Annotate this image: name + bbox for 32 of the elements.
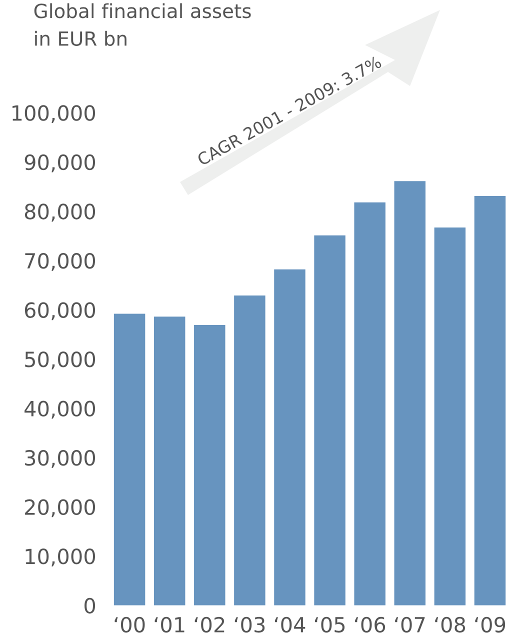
y-tick-label: 100,000 bbox=[12, 105, 96, 124]
x-tick-label: ‘05 bbox=[314, 616, 345, 633]
y-tick-label: 80,000 bbox=[24, 204, 96, 222]
x-tick-label: ‘03 bbox=[234, 616, 265, 633]
bar bbox=[434, 227, 466, 606]
y-tick-label: 10,000 bbox=[26, 548, 96, 566]
x-tick-label: ‘02 bbox=[194, 616, 224, 633]
bar bbox=[314, 235, 346, 606]
y-tick-label: 0 bbox=[84, 598, 96, 614]
bar bbox=[114, 314, 146, 606]
x-tick-label: ‘01 bbox=[154, 616, 184, 633]
y-tick-label: 90,000 bbox=[24, 154, 96, 172]
bar bbox=[354, 202, 386, 606]
y-tick-label: 20,000 bbox=[25, 499, 96, 518]
bar bbox=[194, 325, 226, 606]
y-tick-label: 50,000 bbox=[25, 351, 96, 370]
chart-title: Global financial assets in EUR bn bbox=[34, 3, 251, 46]
x-tick-label: ‘04 bbox=[274, 616, 306, 633]
bar bbox=[474, 196, 506, 606]
bar bbox=[394, 181, 426, 606]
y-tick-label: 60,000 bbox=[24, 302, 96, 320]
bar bbox=[274, 269, 306, 606]
x-tick-label: ‘09 bbox=[475, 616, 506, 633]
y-tick-label: 70,000 bbox=[25, 252, 96, 271]
x-tick-label: ‘07 bbox=[395, 616, 425, 633]
y-tick-label: 40,000 bbox=[24, 400, 96, 419]
x-tick-label: ‘06 bbox=[355, 616, 386, 633]
x-tick-label: ‘08 bbox=[435, 616, 466, 633]
bar bbox=[154, 316, 186, 606]
y-tick-label: 30,000 bbox=[25, 450, 96, 468]
bar bbox=[234, 295, 266, 606]
x-tick-label: ‘00 bbox=[114, 616, 145, 633]
